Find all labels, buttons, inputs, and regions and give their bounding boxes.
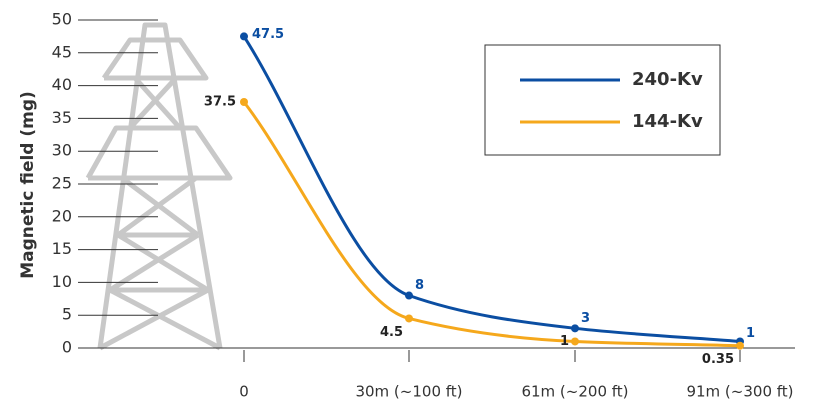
y-tick-label: 15 (52, 239, 72, 258)
legend-label: 144-Kv (632, 111, 703, 132)
data-label: 47.5 (252, 27, 284, 42)
data-point (240, 32, 248, 41)
data-point (405, 314, 413, 323)
series-line (242, 35, 741, 343)
series-line (242, 101, 741, 348)
legend-label: 240-Kv (632, 69, 703, 90)
data-label: 1 (560, 334, 569, 349)
y-tick-label: 20 (52, 206, 72, 225)
data-point (571, 324, 579, 333)
x-tick-label: 61m (~200 ft) (521, 383, 628, 401)
data-label: 37.5 (204, 95, 236, 110)
y-tick-label: 35 (52, 108, 72, 127)
y-tick-label: 45 (52, 42, 72, 61)
data-label: 1 (746, 326, 755, 341)
data-label: 3 (581, 311, 590, 326)
data-label: 8 (415, 278, 424, 293)
y-tick-label: 50 (52, 10, 72, 29)
y-tick-label: 40 (52, 75, 72, 94)
y-tick-label: 10 (52, 272, 72, 291)
legend-box (484, 44, 721, 156)
data-point (405, 291, 413, 300)
y-tick-label: 5 (62, 305, 72, 324)
y-axis-label: Magnetic field (mg) (18, 91, 38, 279)
data-point (240, 98, 248, 106)
y-tick-label: 30 (52, 141, 72, 160)
y-tick-label: 0 (62, 338, 72, 357)
x-tick-label: 30m (~100 ft) (355, 383, 462, 401)
tower-illustration (85, 22, 233, 351)
data-point (571, 337, 579, 346)
y-tick-label: 25 (52, 174, 72, 193)
data-point (736, 341, 744, 350)
data-label: 0.35 (702, 352, 734, 367)
x-tick-label: 0 (239, 383, 249, 401)
x-tick-label: 91m (~300 ft) (686, 383, 793, 401)
data-label: 4.5 (380, 325, 403, 340)
